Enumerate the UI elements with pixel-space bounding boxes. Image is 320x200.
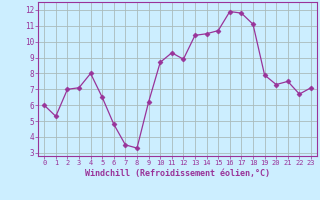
X-axis label: Windchill (Refroidissement éolien,°C): Windchill (Refroidissement éolien,°C) [85,169,270,178]
